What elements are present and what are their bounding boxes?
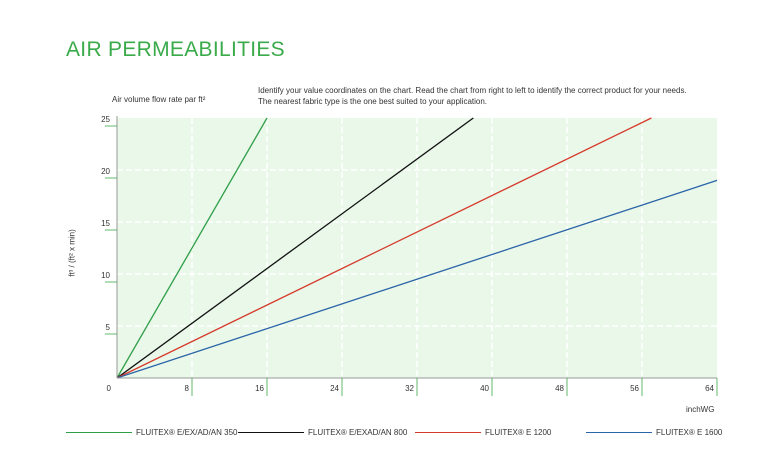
legend-label: FLUITEX® E/EXAD/AN 800 [308, 428, 408, 437]
x-tick-label: 24 [330, 384, 339, 393]
legend-label: FLUITEX® E 1200 [485, 428, 552, 437]
legend-item: FLUITEX® E 1200 [415, 428, 551, 437]
legend-swatch [238, 432, 304, 433]
series-line [116, 117, 268, 379]
series-line [116, 117, 652, 379]
y-tick-label: 10 [101, 271, 110, 280]
page-title: AIR PERMEABILITIES [66, 38, 285, 61]
y-tick-label: 25 [101, 115, 110, 124]
legend-swatch [415, 432, 481, 433]
legend-item: FLUITEX® E/EX/AD/AN 350 [66, 428, 237, 437]
x-tick-label: 0 [107, 384, 112, 393]
legend-item: FLUITEX® E/EXAD/AN 800 [238, 428, 407, 437]
y-tick-label: 20 [101, 167, 110, 176]
x-tick-label: 40 [480, 384, 489, 393]
y-tick-label: 15 [101, 219, 110, 228]
series-line [116, 179, 718, 379]
x-axis-unit-label: inchWG [686, 405, 715, 414]
x-tick-label: 48 [555, 384, 564, 393]
legend-swatch [586, 432, 652, 433]
y-tick-label: 5 [106, 323, 111, 332]
legend-label: FLUITEX® E/EX/AD/AN 350 [136, 428, 238, 437]
series-line [116, 117, 474, 379]
legend-label: FLUITEX® E 1600 [656, 428, 723, 437]
x-tick-label: 56 [630, 384, 639, 393]
x-tick-label: 32 [405, 384, 414, 393]
x-tick-label: 64 [705, 384, 714, 393]
legend-item: FLUITEX® E 1600 [586, 428, 722, 437]
y-axis-title: Air volume flow rate par ft² [112, 95, 206, 104]
chart-instructions: Identify your value coordinates on the c… [258, 86, 687, 106]
chart-legend: FLUITEX® E/EX/AD/AN 350 FLUITEX® E/EXAD/A… [0, 428, 761, 442]
legend-swatch [66, 432, 132, 433]
x-tick-label: 16 [255, 384, 264, 393]
x-tick-label: 8 [185, 384, 190, 393]
